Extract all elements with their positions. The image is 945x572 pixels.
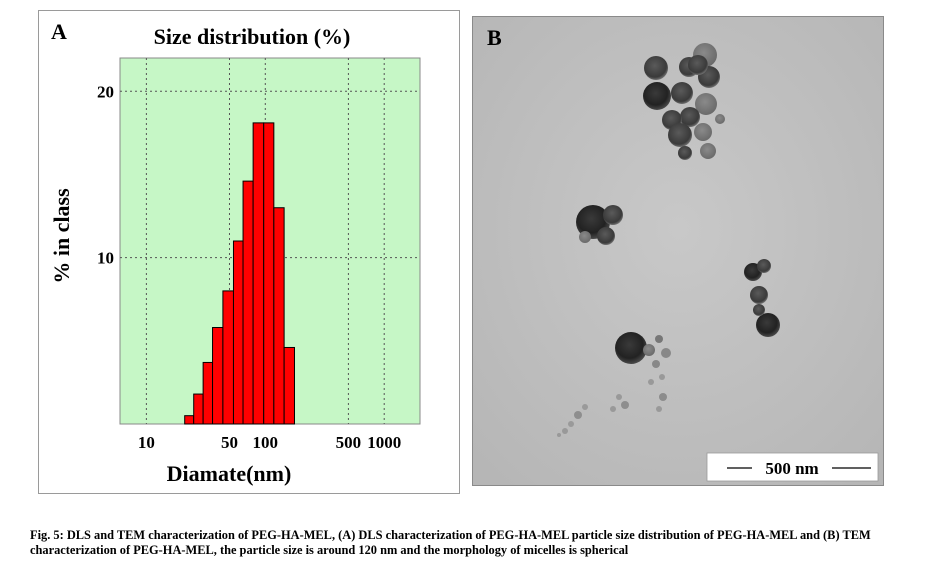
panel-b-letter: B — [487, 25, 502, 50]
panel-a-chart: A Size distribution (%) 10 20 10 50 100 500 1… — [38, 10, 460, 494]
x-tick-label: 1000 — [367, 433, 401, 452]
histogram-bar — [263, 122, 275, 425]
histogram-bar — [212, 327, 224, 425]
histogram-bar — [202, 361, 214, 425]
chart-title: Size distribution (%) — [154, 24, 351, 49]
figure-caption: Fig. 5: DLS and TEM characterization of … — [30, 528, 871, 557]
histogram-bar — [252, 122, 265, 425]
x-tick-label: 50 — [221, 433, 238, 452]
panel-b-tem-image: 500 nm B — [472, 16, 884, 486]
bars — [184, 122, 295, 425]
x-axis-label: Diamate(nm) — [167, 461, 292, 486]
scale-bar-label: 500 nm — [765, 459, 818, 478]
particle-cluster-bottom — [557, 332, 671, 437]
panel-a-letter: A — [51, 19, 67, 44]
particle-cluster-left — [576, 205, 623, 245]
histogram-bar — [222, 290, 234, 425]
histogram-bar — [184, 415, 195, 425]
scale-bar: 500 nm — [706, 452, 879, 482]
y-tick-label: 20 — [97, 82, 114, 101]
x-tick-label: 10 — [138, 433, 155, 452]
histogram-bar — [232, 240, 244, 425]
tem-micrograph: 500 nm B — [473, 17, 883, 485]
y-axis-label: % in class — [49, 188, 74, 284]
x-tick-label: 100 — [253, 433, 279, 452]
histogram-bar — [193, 393, 204, 425]
y-tick-label: 10 — [97, 249, 114, 268]
y-tick-labels: 10 20 — [97, 82, 114, 267]
histogram-bar — [242, 180, 254, 425]
particle-cluster-top — [643, 43, 725, 160]
x-tick-labels: 10 50 100 500 1000 — [138, 433, 401, 452]
histogram-bar — [283, 346, 295, 425]
particle-chain-right — [744, 259, 780, 337]
histogram-bar — [273, 207, 285, 425]
x-tick-label: 500 — [336, 433, 362, 452]
